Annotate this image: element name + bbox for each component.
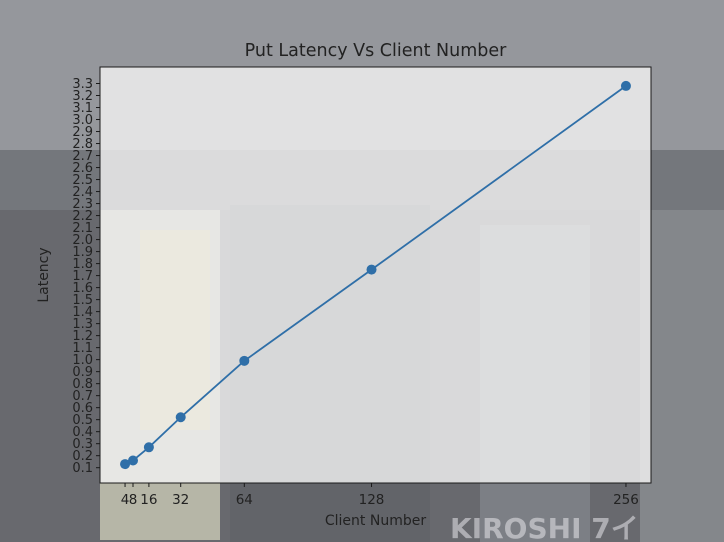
y-tick-label: 2.6 <box>72 161 93 176</box>
y-tick-label: 0.9 <box>72 365 93 380</box>
x-axis-label: Client Number <box>325 513 426 529</box>
y-tick-label: 0.3 <box>72 437 93 452</box>
x-tick-label: 256 <box>613 492 639 508</box>
y-tick-label: 1.8 <box>72 257 93 272</box>
y-tick-label: 3.3 <box>72 77 93 92</box>
x-axis-ticks: 4 8 16 32 64 128 256 <box>121 483 639 508</box>
y-tick-label: 3.2 <box>72 89 93 104</box>
data-point <box>143 442 154 453</box>
y-tick-label: 1.0 <box>72 353 93 368</box>
axes-frame <box>99 66 652 484</box>
y-tick-label: 0.6 <box>72 401 93 416</box>
chart-title: Put Latency Vs Client Number <box>245 41 507 61</box>
series-group <box>120 80 631 470</box>
y-tick-label: 1.5 <box>72 293 93 308</box>
data-point <box>120 459 131 470</box>
y-tick-label: 2.3 <box>72 197 93 212</box>
y-tick-label: 3.1 <box>72 101 93 116</box>
x-tick-label: 8 <box>129 492 138 508</box>
y-tick-label: 2.8 <box>72 137 93 152</box>
y-tick-label: 0.5 <box>72 413 93 428</box>
y-axis-ticks: 0.10.20.30.40.50.60.70.80.91.01.11.21.31… <box>72 77 100 476</box>
y-tick-label: 0.4 <box>72 425 93 440</box>
y-tick-label: 0.2 <box>72 449 93 464</box>
y-tick-label: 1.4 <box>72 305 93 320</box>
y-tick-label: 1.7 <box>72 269 93 284</box>
y-tick-label: 0.8 <box>72 377 93 392</box>
x-tick-label: 4 <box>121 492 130 508</box>
data-point <box>620 80 631 91</box>
x-tick-label: 128 <box>359 492 385 508</box>
data-point <box>239 355 250 366</box>
y-tick-label: 2.7 <box>72 149 93 164</box>
y-tick-label: 2.4 <box>72 185 93 200</box>
y-tick-label: 1.3 <box>72 317 93 332</box>
y-tick-label: 1.1 <box>72 341 93 356</box>
x-tick-label: 32 <box>172 492 189 508</box>
y-tick-label: 2.1 <box>72 221 93 236</box>
y-tick-label: 1.9 <box>72 245 93 260</box>
y-tick-label: 2.2 <box>72 209 93 224</box>
y-tick-label: 0.1 <box>72 461 93 476</box>
y-tick-label: 0.7 <box>72 389 93 404</box>
x-tick-label: 16 <box>140 492 157 508</box>
data-point <box>366 264 377 275</box>
y-tick-label: 2.9 <box>72 125 93 140</box>
data-point <box>175 412 186 423</box>
y-tick-label: 1.2 <box>72 329 93 344</box>
data-point <box>127 455 138 466</box>
y-tick-label: 2.0 <box>72 233 93 248</box>
y-tick-label: 1.6 <box>72 281 93 296</box>
y-axis-label: Latency <box>36 247 52 302</box>
axes-background <box>100 67 651 483</box>
background-right-wall <box>640 210 724 542</box>
y-tick-label: 2.5 <box>72 173 93 188</box>
background-sign-text: KIROSHI 7イ <box>450 512 639 542</box>
x-tick-label: 64 <box>236 492 253 508</box>
y-tick-label: 3.0 <box>72 113 93 128</box>
